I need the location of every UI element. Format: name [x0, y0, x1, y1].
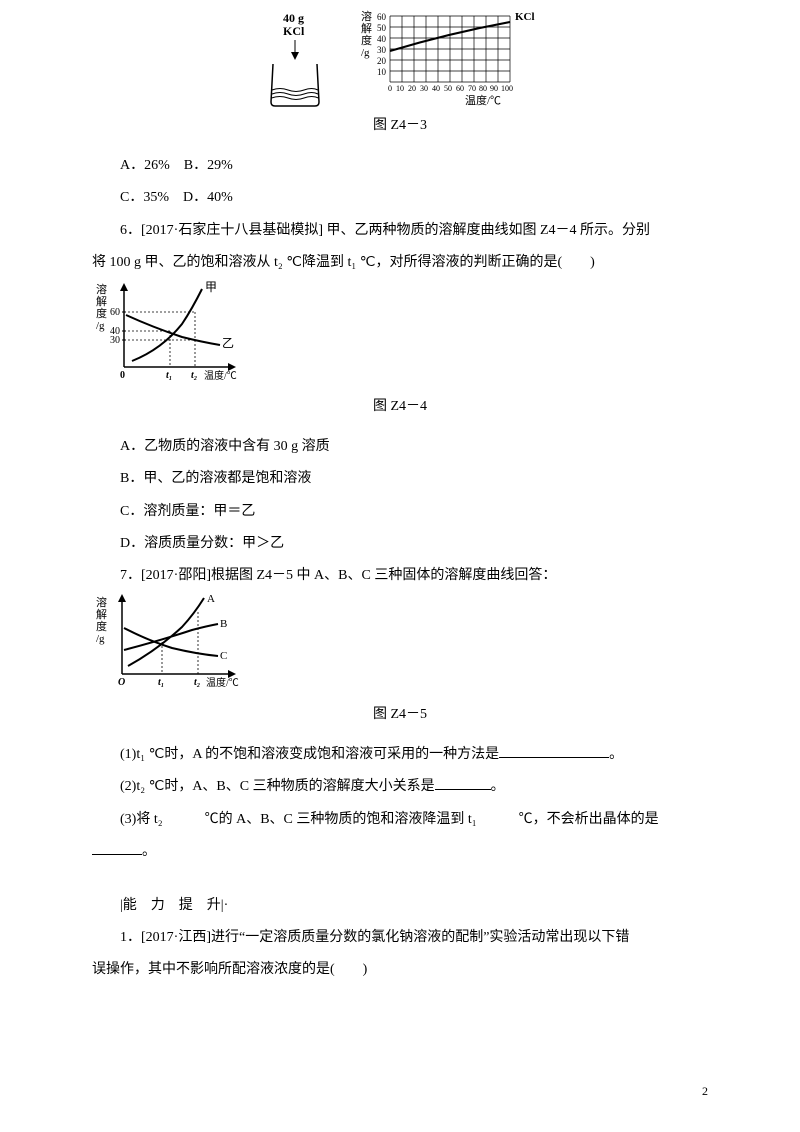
q7-sub3-tail: 。 [92, 836, 708, 868]
svg-text:t₂: t₂ [194, 677, 200, 688]
svg-text:70: 70 [468, 84, 476, 93]
figure-caption-z4-4: 图 Z4－4 [92, 391, 708, 423]
svg-text:30: 30 [420, 84, 428, 93]
curve-label-yi: 乙 [222, 336, 234, 350]
q7-sub1: (1)t₁ ℃时，A 的不饱和溶液变成饱和溶液可采用的一种方法是。 [92, 739, 708, 771]
q6-option-d: D．溶质质量分数：甲＞乙 [92, 528, 708, 560]
svg-text:10: 10 [396, 84, 404, 93]
svg-text:/g: /g [96, 633, 105, 645]
svg-text:10: 10 [377, 67, 387, 77]
y-axis-label: /g [361, 47, 370, 59]
svg-text:度: 度 [96, 306, 107, 320]
q7-sub3: (3)将 t₂ ℃的 A、B、C 三种物质的饱和溶液降温到 t₁ ℃，不会析出晶… [92, 804, 708, 836]
curve-label-b: B [220, 618, 227, 630]
x-axis-label: 温度/℃ [465, 93, 501, 107]
svg-text:t₁: t₁ [166, 370, 172, 381]
curve-label-a: A [207, 593, 215, 605]
blank-input[interactable] [92, 840, 142, 855]
y-axis-label: 溶 [361, 9, 372, 23]
q6-option-a: A．乙物质的溶液中含有 30 g 溶质 [92, 431, 708, 463]
svg-text:溶: 溶 [96, 282, 107, 296]
svg-text:0: 0 [120, 370, 125, 381]
svg-text:50: 50 [377, 23, 387, 33]
svg-text:0: 0 [388, 84, 392, 93]
figure-z4-3: 40 g KCl 溶 解 度 /g 102030405060 010203040… [92, 8, 708, 108]
q5-option-cd: C．35% D．40% [92, 182, 708, 214]
curve-label: KCl [515, 11, 535, 23]
q6-stem-line1: 6．[2017·石家庄十八县基础模拟] 甲、乙两种物质的溶解度曲线如图 Z4－4… [92, 215, 708, 247]
x-axis-label: 温度/℃ [204, 369, 237, 382]
page-number: 2 [702, 1078, 708, 1106]
x-axis-label: 温度/℃ [206, 676, 239, 689]
q6-stem-line2: 将 100 g 甲、乙的饱和溶液从 t₂ ℃降温到 t₁ ℃，对所得溶液的判断正… [92, 247, 708, 279]
figure-z4-5: 溶解度/g A B C O t₁ t₂ 温度/℃ [92, 592, 708, 697]
svg-text:60: 60 [377, 12, 387, 22]
y-axis-label: 解 [361, 21, 372, 35]
q5-option-ab: A．26% B．29% [92, 150, 708, 182]
svg-text:t₁: t₁ [158, 677, 164, 688]
svg-text:20: 20 [408, 84, 416, 93]
q7-stem: 7．[2017·邵阳]根据图 Z4－5 中 A、B、C 三种固体的溶解度曲线回答… [92, 560, 708, 592]
svg-text:50: 50 [444, 84, 452, 93]
blank-input[interactable] [499, 743, 609, 758]
svg-text:40: 40 [432, 84, 440, 93]
y-axis-label: 度 [361, 33, 372, 47]
svg-text:O: O [118, 677, 125, 688]
substance-label: KCl [283, 24, 305, 38]
section-header: |能 力 提 升|· [92, 890, 708, 922]
svg-text:60: 60 [110, 307, 120, 318]
svg-text:100: 100 [501, 84, 513, 93]
solubility-grid-chart: 溶 解 度 /g 102030405060 010203040506070809… [355, 8, 545, 108]
q6-option-c: C．溶剂质量：甲＝乙 [92, 496, 708, 528]
p1-stem-line1: 1．[2017·江西]进行“一定溶质质量分数的氯化钠溶液的配制”实验活动常出现以… [92, 922, 708, 954]
figure-caption-z4-3: 图 Z4－3 [92, 110, 708, 142]
svg-text:20: 20 [377, 56, 387, 66]
solubility-curves-abc: 溶解度/g A B C O t₁ t₂ 温度/℃ [92, 592, 252, 697]
svg-text:40: 40 [377, 34, 387, 44]
svg-text:解: 解 [96, 294, 107, 308]
svg-text:60: 60 [456, 84, 464, 93]
q7-sub2: (2)t₂ ℃时，A、B、C 三种物质的溶解度大小关系是。 [92, 771, 708, 803]
svg-text:90: 90 [490, 84, 498, 93]
svg-text:度: 度 [96, 619, 107, 633]
curve-label-jia: 甲 [205, 280, 217, 294]
svg-text:溶: 溶 [96, 595, 107, 609]
blank-input[interactable] [435, 775, 491, 790]
svg-text:80: 80 [479, 84, 487, 93]
figure-z4-4: 溶解度/g 60 40 30 甲 乙 0 t₁ t₂ 温度/℃ [92, 279, 708, 389]
curve-label-c: C [220, 650, 227, 662]
q6-option-b: B．甲、乙的溶液都是饱和溶液 [92, 463, 708, 495]
solubility-curves-jiayi: 溶解度/g 60 40 30 甲 乙 0 t₁ t₂ 温度/℃ [92, 279, 252, 389]
svg-text:t₂: t₂ [191, 370, 197, 381]
figure-caption-z4-5: 图 Z4－5 [92, 699, 708, 731]
p1-stem-line2: 误操作，其中不影响所配溶液浓度的是( ) [92, 954, 708, 986]
beaker-diagram: 40 g KCl [255, 8, 335, 108]
svg-text:解: 解 [96, 607, 107, 621]
svg-text:/g: /g [96, 320, 105, 332]
mass-label: 40 g [283, 11, 304, 25]
svg-text:30: 30 [110, 335, 120, 346]
svg-text:30: 30 [377, 45, 387, 55]
